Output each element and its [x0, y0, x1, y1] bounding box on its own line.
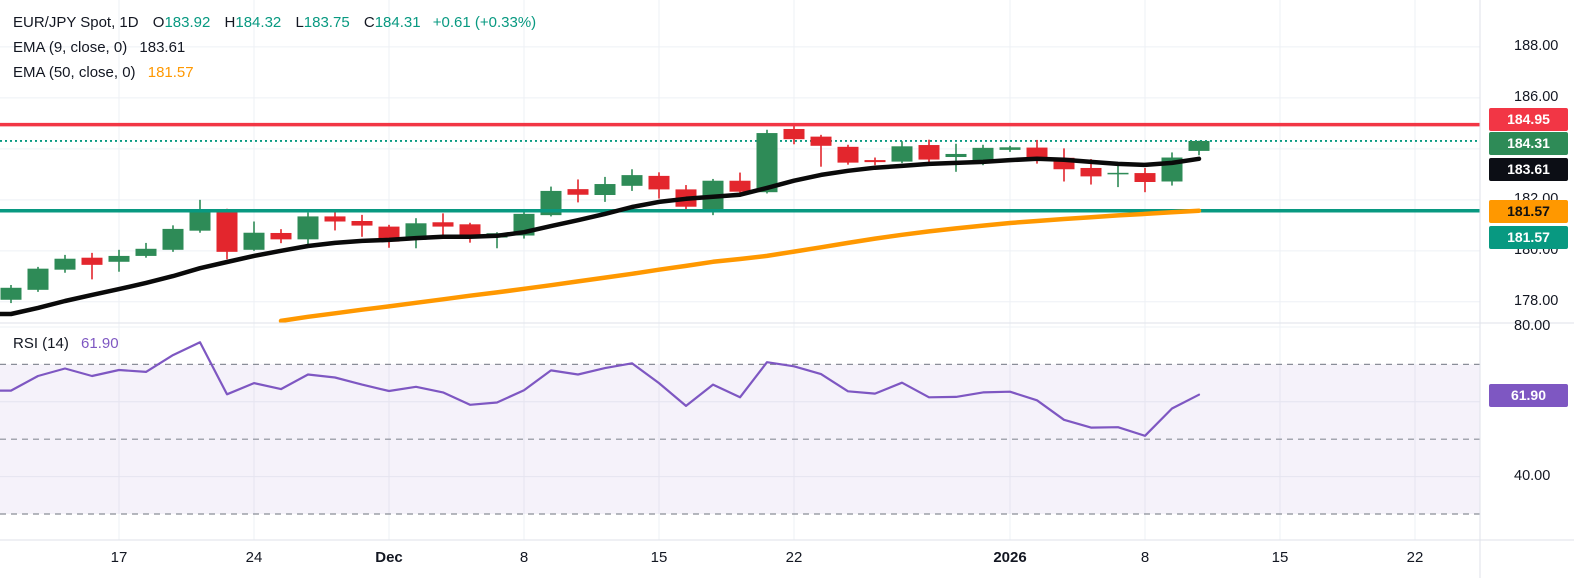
price-gridlines	[0, 46, 1480, 303]
time-axis-label: 15	[1271, 549, 1289, 566]
candle	[432, 213, 454, 239]
high-label: H	[224, 14, 236, 31]
rsi-value: 61.90	[81, 335, 119, 352]
close-label: C	[363, 14, 375, 31]
time-axis-label: 22	[1406, 549, 1424, 566]
time-axis-label: 8	[1140, 549, 1150, 566]
candle	[999, 145, 1021, 152]
price-axis-label: 188.00	[1514, 37, 1559, 54]
rsi-axis-label: 80.00	[1514, 318, 1551, 334]
time-axis-label: 22	[785, 549, 803, 566]
candle	[1161, 152, 1183, 186]
candle	[297, 212, 319, 246]
time-axis-label: 17	[110, 549, 128, 566]
price-axis-background	[1480, 0, 1574, 578]
change-value: +0.61 (+0.33%)	[432, 14, 537, 31]
ema9-line	[0, 156, 1202, 317]
candle	[135, 242, 157, 258]
price-axis-label: 186.00	[1514, 88, 1559, 105]
last-price-badge: 184.31	[1489, 131, 1568, 155]
candle	[756, 129, 778, 194]
candle	[810, 134, 832, 167]
high-value: 184.32	[235, 14, 282, 31]
close-value: 184.31	[374, 14, 421, 31]
low-label: L	[295, 14, 304, 31]
symbol-ohlc-row[interactable]: EUR/JPY Spot, 1D O183.92 H184.32 L183.75…	[13, 10, 536, 35]
candle	[189, 199, 211, 233]
candle	[351, 214, 373, 237]
time-axis-label: 2026	[993, 549, 1027, 566]
time-axis-label: Dec	[375, 549, 403, 566]
candle	[1188, 140, 1210, 156]
candle	[864, 157, 886, 166]
symbol-legend: EUR/JPY Spot, 1D O183.92 H184.32 L183.75…	[13, 10, 536, 85]
time-axis-background	[0, 540, 1574, 578]
ema50-value: 181.57	[147, 64, 194, 81]
candles-series	[0, 125, 1210, 304]
candle	[1053, 148, 1075, 182]
candle	[0, 284, 22, 304]
ema9-label: EMA (9, close, 0)	[13, 39, 128, 56]
ema50-legend-row[interactable]: EMA (50, close, 0) 181.57	[13, 60, 536, 85]
candle	[945, 143, 967, 172]
candle	[459, 222, 481, 243]
candle	[27, 266, 49, 292]
candle	[324, 210, 346, 231]
candle	[216, 208, 238, 260]
time-axis-label: 8	[519, 549, 529, 566]
candle	[81, 252, 103, 280]
candle	[243, 221, 265, 251]
ema9-value: 183.61	[139, 39, 186, 56]
ema50-price-badge: 181.57	[1489, 199, 1568, 223]
rsi-value-badge: 61.90	[1489, 383, 1568, 407]
candle	[783, 125, 805, 145]
candle	[270, 229, 292, 244]
candle	[918, 139, 940, 165]
candle	[621, 169, 643, 191]
rsi-legend: RSI (14) 61.90	[13, 331, 119, 356]
rsi-label: RSI (14)	[13, 335, 69, 352]
ema50-line	[278, 208, 1202, 324]
low-value: 183.75	[303, 14, 350, 31]
rsi-line	[0, 341, 1201, 437]
price-axis-label: 178.00	[1514, 292, 1559, 309]
rsi-legend-row[interactable]: RSI (14) 61.90	[13, 331, 119, 356]
support-price-badge: 181.57	[1489, 225, 1568, 249]
candle	[648, 172, 670, 199]
candle	[405, 218, 427, 249]
candle	[162, 225, 184, 252]
candle	[567, 179, 589, 203]
time-axis-label: 24	[245, 549, 263, 566]
resistance-price-badge: 184.95	[1489, 107, 1568, 131]
ema50-label: EMA (50, close, 0)	[13, 64, 136, 81]
candle	[378, 224, 400, 248]
rsi-axis-label: 40.00	[1514, 467, 1551, 484]
rsi-level-lines	[0, 363, 1480, 515]
candle	[891, 141, 913, 164]
price-axis[interactable]	[1480, 0, 1574, 540]
time-axis-label: 15	[650, 549, 668, 566]
rsi-gridlines	[0, 326, 1480, 478]
ema9-price-badge: 183.61	[1489, 157, 1568, 181]
open-value: 183.92	[164, 14, 211, 31]
open-label: O	[152, 14, 165, 31]
time-axis[interactable]	[0, 540, 1574, 578]
candle	[1134, 167, 1156, 193]
candle	[594, 176, 616, 202]
candle	[108, 249, 130, 272]
candle	[837, 144, 859, 165]
candle	[54, 254, 76, 273]
ema9-legend-row[interactable]: EMA (9, close, 0) 183.61	[13, 35, 536, 60]
candle	[1107, 165, 1129, 188]
symbol-title: EUR/JPY Spot, 1D	[13, 14, 139, 31]
